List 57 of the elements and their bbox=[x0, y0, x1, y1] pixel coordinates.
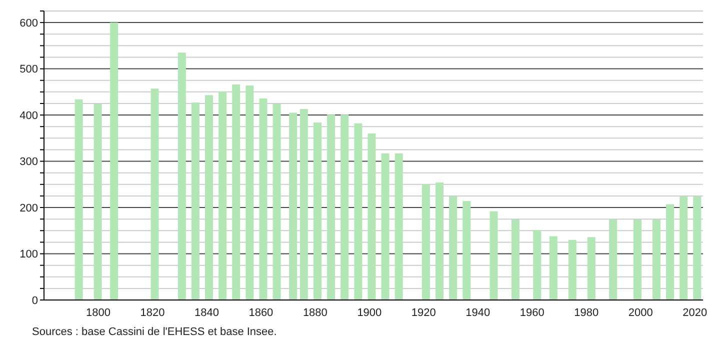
bar bbox=[568, 240, 576, 300]
bar bbox=[609, 220, 618, 300]
y-tick-label: 0 bbox=[32, 294, 38, 307]
bar bbox=[533, 230, 542, 300]
bar bbox=[191, 102, 200, 300]
bar bbox=[232, 84, 240, 300]
bar bbox=[74, 99, 83, 300]
bar bbox=[300, 109, 308, 300]
source-note: Sources : base Cassini de l'EHESS et base Insee. bbox=[32, 326, 278, 338]
bar bbox=[313, 122, 322, 300]
x-tick-label: 1980 bbox=[574, 306, 599, 319]
y-tick-label: 500 bbox=[20, 64, 38, 76]
bar bbox=[436, 182, 444, 300]
bar bbox=[246, 85, 254, 300]
y-tick-label: 400 bbox=[20, 110, 38, 122]
x-tick-label: 1900 bbox=[357, 306, 382, 319]
bar bbox=[693, 196, 702, 300]
x-tick-label: 1800 bbox=[86, 306, 110, 319]
bar bbox=[652, 220, 660, 300]
x-tick-label: 1940 bbox=[466, 306, 490, 319]
x-tick-label: 1960 bbox=[520, 306, 544, 319]
bar bbox=[449, 196, 458, 300]
y-tick-label: 300 bbox=[20, 156, 38, 168]
bar bbox=[549, 236, 558, 300]
bar bbox=[289, 112, 298, 300]
y-tick-label: 100 bbox=[20, 248, 38, 261]
bar bbox=[490, 211, 498, 300]
bar bbox=[587, 237, 596, 300]
bar bbox=[178, 52, 186, 300]
bar bbox=[666, 204, 674, 300]
bar bbox=[327, 114, 336, 300]
bar bbox=[354, 123, 362, 300]
y-tick-label: 600 bbox=[20, 17, 38, 30]
x-tick-label: 1860 bbox=[248, 306, 274, 319]
bar bbox=[259, 98, 268, 300]
bar bbox=[368, 134, 376, 300]
bar bbox=[218, 91, 227, 300]
bar bbox=[394, 153, 403, 300]
bar bbox=[110, 22, 118, 300]
x-tick-label: 1840 bbox=[194, 306, 219, 319]
x-tick-label: 2020 bbox=[682, 306, 708, 319]
bar bbox=[462, 201, 471, 300]
bar bbox=[94, 104, 102, 300]
bar bbox=[205, 95, 214, 300]
bar bbox=[340, 114, 349, 300]
bar bbox=[422, 184, 430, 300]
x-tick-label: 1920 bbox=[411, 306, 436, 319]
x-tick-label: 1880 bbox=[302, 306, 328, 319]
x-tick-label: 2000 bbox=[628, 306, 653, 319]
bar bbox=[680, 196, 688, 300]
bar bbox=[511, 220, 520, 300]
bar bbox=[633, 220, 642, 300]
x-tick-label: 1820 bbox=[140, 306, 165, 319]
bar bbox=[272, 104, 281, 300]
y-tick-label: 200 bbox=[20, 202, 38, 214]
bar bbox=[381, 153, 390, 300]
bar bbox=[150, 88, 159, 300]
